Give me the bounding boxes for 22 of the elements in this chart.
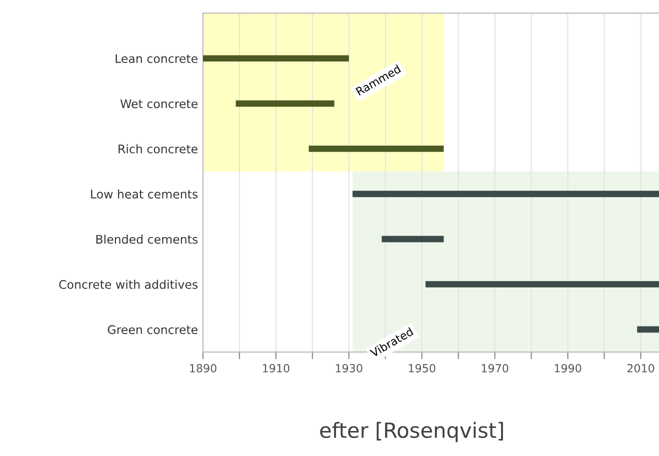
y-tick-label: Green concrete [108,325,198,334]
bar [308,146,444,152]
bar [352,190,659,198]
y-tick-label: Low heat cements [91,189,198,199]
bar [202,55,349,62]
y-tick-label: Wet concrete [120,99,198,108]
bar [236,100,334,107]
x-tick-label: 1910 [263,364,290,372]
x-tick-label: 1930 [336,364,362,372]
bar [426,281,659,288]
y-tick-label: Rich concrete [118,144,198,154]
y-tick-label: Concrete with additives [59,280,198,289]
bar [382,236,444,242]
x-tick-label: 1970 [482,364,508,372]
y-tick-label: Blended cements [96,234,198,244]
y-tick-label: Lean concrete [116,54,198,64]
x-tick-label: 1890 [190,364,216,372]
x-tick-label: 1950 [408,364,436,372]
x-tick-label: 2010 [627,364,654,372]
x-tick-label: 1990 [554,364,582,372]
text: efter [Rosenqvist] [320,422,503,442]
bar [637,326,659,333]
